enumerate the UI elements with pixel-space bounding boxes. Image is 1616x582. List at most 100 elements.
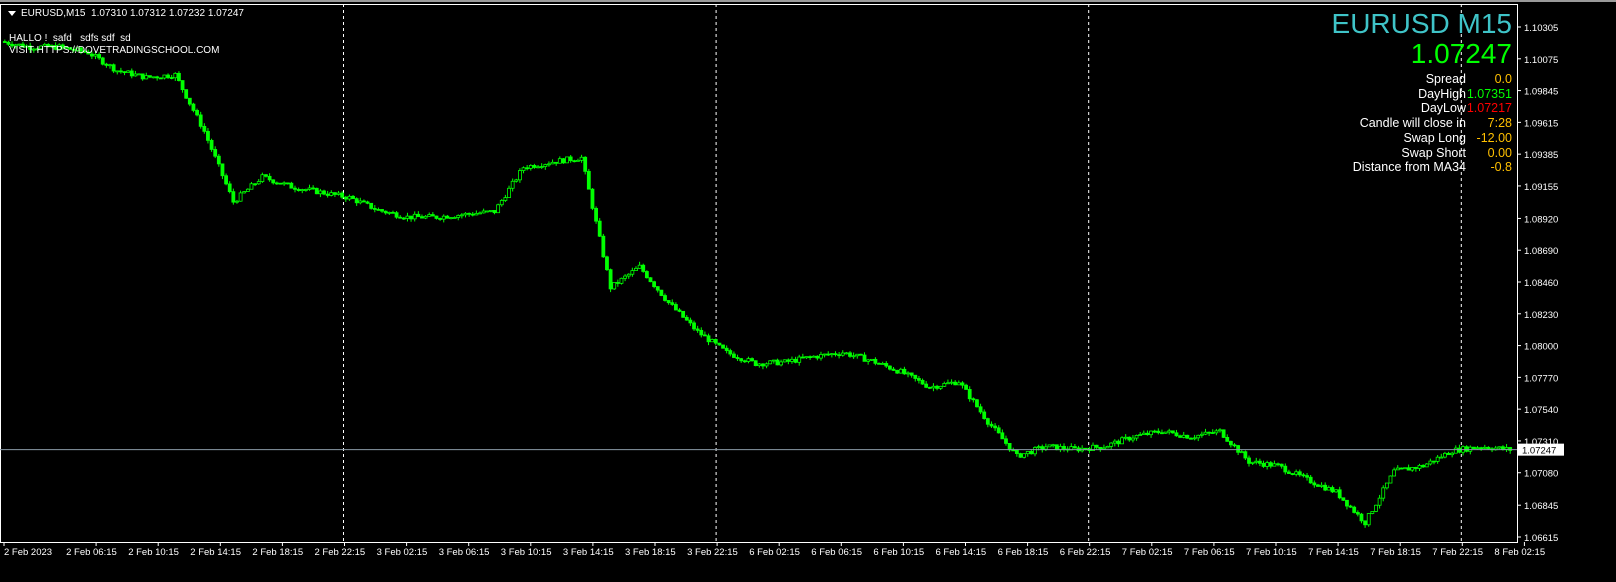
candle [405, 215, 410, 219]
candle [140, 73, 145, 80]
candle [1199, 433, 1204, 436]
candle [670, 302, 675, 305]
candle [539, 166, 544, 168]
candle [891, 368, 896, 371]
candle [917, 378, 921, 381]
candle [869, 358, 874, 361]
candle [452, 217, 457, 219]
candle [206, 130, 210, 141]
candle [1116, 440, 1121, 445]
candle [1203, 431, 1208, 435]
y-tick-label: 1.06845 [1524, 501, 1558, 512]
candle [706, 335, 711, 343]
candle [416, 213, 421, 218]
candle [521, 167, 526, 171]
candle [746, 358, 751, 362]
candle [518, 170, 522, 181]
ohlc-low: 1.07232 [168, 8, 206, 19]
candle [735, 357, 740, 360]
candle [1395, 467, 1400, 471]
candle [282, 182, 287, 185]
y-tick-label: 1.09155 [1524, 182, 1558, 193]
candle [1156, 430, 1161, 434]
candle [1047, 444, 1052, 448]
candle [1221, 429, 1226, 438]
candle [1417, 464, 1422, 469]
candle [931, 385, 936, 389]
candle [1450, 452, 1455, 456]
candle [1305, 475, 1309, 478]
candle [666, 300, 671, 304]
candle [1384, 482, 1389, 489]
candle [561, 158, 566, 164]
x-tick-label: 2 Feb 22:15 [315, 547, 366, 558]
candle [1029, 451, 1034, 455]
candle [684, 316, 689, 321]
y-tick-label: 1.09845 [1524, 87, 1558, 98]
candle [576, 159, 580, 162]
dropdown-triangle-icon[interactable] [8, 10, 16, 16]
candle [1435, 456, 1440, 462]
candle [420, 216, 424, 219]
candle [786, 359, 791, 362]
info-label: Swap Short [1401, 145, 1466, 160]
candle [565, 156, 569, 164]
candle [938, 385, 943, 389]
candle [652, 281, 657, 288]
candle [1022, 453, 1027, 458]
candle [1301, 474, 1306, 477]
candle [336, 192, 341, 195]
current-price-tag [1518, 443, 1564, 456]
candle [144, 75, 149, 80]
candle [97, 54, 102, 59]
x-tick-label: 7 Feb 22:15 [1432, 547, 1483, 558]
candle [514, 179, 519, 182]
candle [380, 209, 384, 212]
candle [158, 77, 163, 80]
info-label: Swap Long [1403, 130, 1466, 145]
candle [1210, 432, 1215, 434]
candle [1214, 430, 1219, 434]
y-tick-label: 1.07080 [1524, 469, 1558, 480]
candle [412, 213, 417, 220]
candle [1141, 432, 1146, 435]
candle [1276, 463, 1280, 466]
candle [13, 44, 18, 47]
candle [800, 356, 805, 359]
candle [837, 354, 842, 357]
candle [391, 211, 395, 214]
ohlc-high: 1.07312 [129, 8, 167, 19]
candle [960, 382, 965, 386]
candle [1464, 446, 1469, 452]
candle [71, 48, 76, 51]
candle [659, 289, 664, 296]
candle [445, 215, 450, 219]
x-tick-label: 2 Feb 18:15 [252, 547, 303, 558]
candle [10, 43, 14, 47]
candle [253, 183, 258, 186]
candle [271, 179, 276, 184]
candle [1062, 445, 1066, 450]
candle [1482, 446, 1487, 449]
y-tick-label: 1.10305 [1524, 23, 1558, 34]
candle [1457, 447, 1462, 453]
y-tick-label: 1.08690 [1524, 246, 1558, 257]
candle [1381, 487, 1386, 499]
candle [1007, 443, 1012, 451]
candle [1192, 437, 1197, 440]
candle [115, 70, 120, 73]
candle [42, 43, 47, 47]
candle [57, 44, 62, 50]
candle [1363, 520, 1367, 526]
candle [1316, 484, 1320, 487]
candle [1334, 489, 1338, 493]
candle [296, 188, 301, 192]
candle [293, 187, 297, 190]
candle [1004, 438, 1008, 444]
candle [1392, 469, 1397, 477]
candle [394, 212, 399, 218]
x-tick-label: 6 Feb 22:15 [1060, 547, 1111, 558]
candle [358, 200, 363, 204]
candle [1149, 430, 1153, 436]
